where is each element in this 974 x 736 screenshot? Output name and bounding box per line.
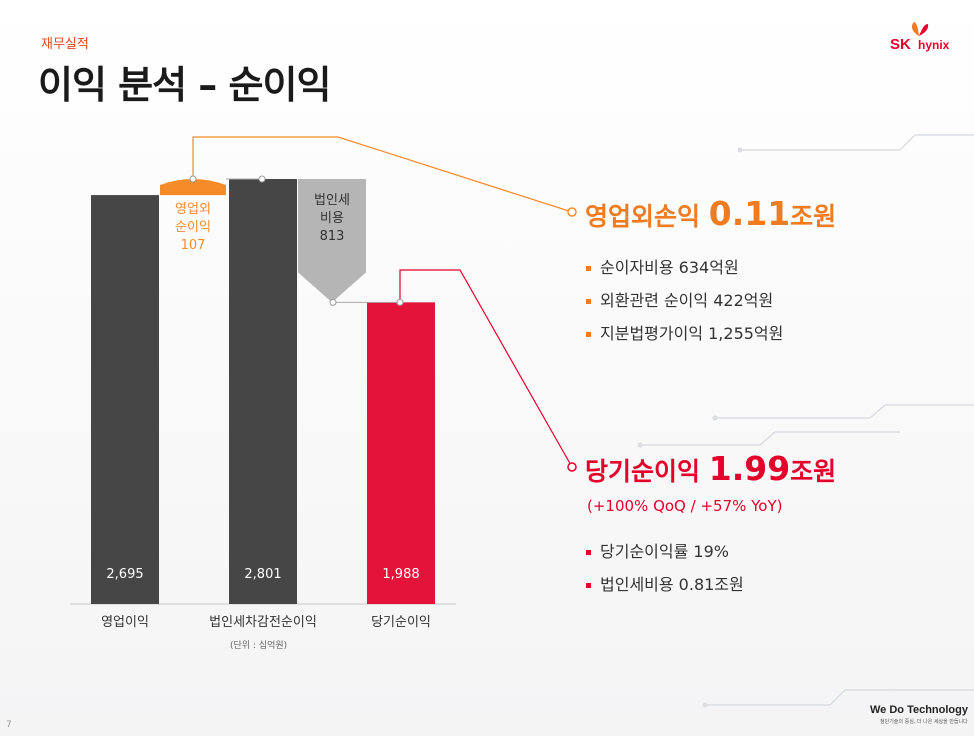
circuit-line <box>899 134 916 151</box>
non-operating-label: 순이익 <box>175 220 211 235</box>
circuit-decoration <box>637 134 974 708</box>
bar-2 <box>229 179 297 604</box>
circuit-line <box>869 404 886 419</box>
connector-dot <box>396 298 404 306</box>
circuit-line <box>829 689 846 706</box>
operating-callout-dot <box>567 207 577 217</box>
circuit-line <box>759 431 776 446</box>
page-title: 이익 분석 – 순이익 <box>38 63 331 107</box>
list-item: 당기순이익률 19% <box>586 541 744 574</box>
bar-3 <box>367 302 435 604</box>
circuit-node <box>737 147 743 153</box>
logo-sk-text: SK <box>890 36 911 53</box>
circuit-node <box>637 442 643 448</box>
bar-value-label: 2,801 <box>244 567 281 582</box>
tax-expense-label: 법인세 <box>314 193 350 208</box>
operating-callout-line <box>192 136 573 213</box>
operating-unit: 조원 <box>790 202 837 231</box>
bar-value-label: 2,695 <box>106 567 143 582</box>
net-income-headline: 당기순이익 1.99조원 <box>585 449 836 488</box>
logo-hynix-text: hynix <box>918 38 950 52</box>
connector-dot <box>189 175 197 183</box>
connector-dot <box>258 175 266 183</box>
sk-hynix-logo: SK hynix <box>880 20 960 60</box>
tax-expense-label: 비용 <box>320 211 344 226</box>
operating-bullet-list: 순이자비용 634억원 외환관련 순이익 422억원 지분법평가이익 1,255… <box>586 257 783 356</box>
circuit-node <box>702 702 708 708</box>
net-growth-text: (+100% QoQ / +57% YoY) <box>587 497 783 515</box>
net-callout-line <box>399 269 573 468</box>
net-unit: 조원 <box>790 457 837 486</box>
operating-label: 영업외손익 <box>585 202 701 231</box>
operating-value: 0.11 <box>708 194 791 233</box>
net-bullet-list: 당기순이익률 19% 법인세비용 0.81조원 <box>586 541 744 607</box>
category-label: 당기순이익 <box>371 615 431 630</box>
page-number: 7 <box>6 720 12 730</box>
bar-value-label: 1,988 <box>382 567 419 582</box>
tax-expense-label: 813 <box>320 229 345 244</box>
non-operating-bar <box>160 179 226 196</box>
non-operating-label: 영업외 <box>175 202 211 217</box>
slogan: We Do Technology <box>870 704 968 716</box>
list-item: 지분법평가이익 1,255억원 <box>586 323 783 356</box>
operating-headline: 영업외손익 0.11조원 <box>585 194 836 233</box>
list-item: 순이자비용 634억원 <box>586 257 783 290</box>
net-label: 당기순이익 <box>585 457 701 486</box>
tax-expense-bar <box>298 179 366 303</box>
unit-label: (단위 : 십억원) <box>230 641 288 651</box>
net-callout-dot <box>567 462 577 472</box>
net-value: 1.99 <box>708 449 791 488</box>
list-item: 외환관련 순이익 422억원 <box>586 290 783 323</box>
connector-dot <box>329 298 337 306</box>
butterfly-icon <box>911 22 929 36</box>
slogan-subtext: 첨단기술의 중심, 더 나은 세상을 만듭니다 <box>880 719 968 725</box>
list-item: 법인세비용 0.81조원 <box>586 574 744 607</box>
bar-1 <box>91 195 159 604</box>
non-operating-label: 107 <box>181 238 206 253</box>
circuit-node <box>712 415 718 421</box>
section-label: 재무실적 <box>41 37 89 52</box>
category-label: 영업이익 <box>101 615 149 630</box>
category-label: 법인세차감전순이익 <box>209 615 317 630</box>
